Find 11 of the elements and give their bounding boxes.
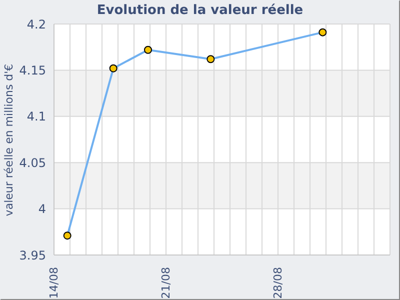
y-axis-title: valeur réelle en millions d'€ — [2, 64, 16, 216]
x-tick-label: 14/08 — [48, 267, 60, 299]
y-tick-label: 4.2 — [26, 17, 46, 32]
y-tick-label: 4.15 — [19, 63, 46, 78]
y-tick-label: 4 — [38, 202, 46, 216]
y-tick-label: 4.05 — [19, 156, 46, 170]
chart-title: Evolution de la valeur réelle — [96, 3, 304, 18]
x-tick-label: 28/08 — [272, 267, 284, 299]
y-tick-label: 4.1 — [26, 110, 46, 124]
x-tick-label: 21/08 — [160, 267, 172, 299]
y-tick-label: 3.95 — [19, 248, 46, 262]
